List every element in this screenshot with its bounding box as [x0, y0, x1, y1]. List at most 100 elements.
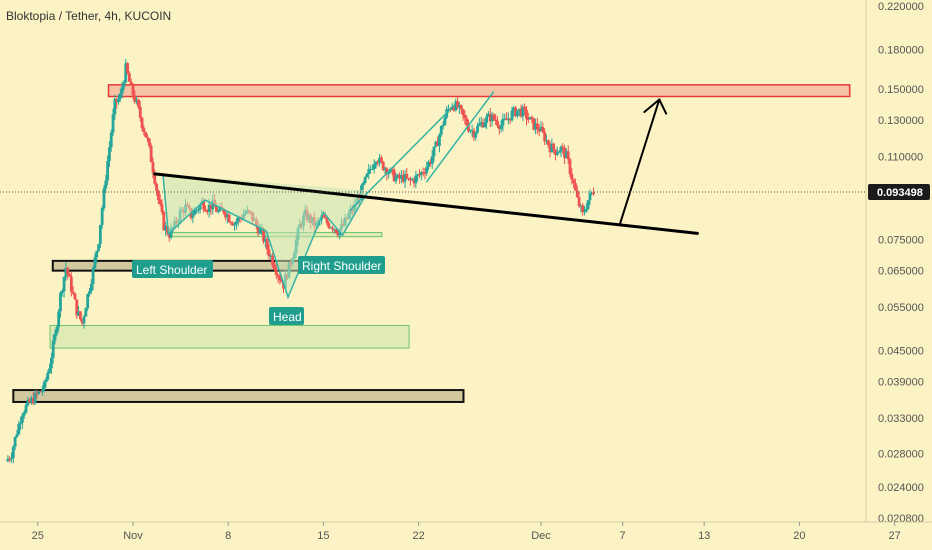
- candle-body-up: [550, 143, 554, 153]
- candle-body-down: [127, 73, 131, 82]
- candle-body-down: [267, 249, 271, 257]
- price-tick-label: 0.180000: [878, 45, 924, 57]
- candle-body-down: [146, 137, 149, 139]
- candle-body-down: [224, 212, 227, 218]
- candle-body-up: [64, 267, 68, 277]
- candle-body-down: [262, 228, 265, 242]
- current-price-label: [868, 184, 930, 200]
- candle-body-up: [403, 173, 407, 182]
- candle-body-up: [84, 308, 88, 317]
- rising-trendline: [349, 103, 457, 211]
- candle-body-down: [69, 276, 73, 292]
- candle-body-up: [534, 123, 537, 130]
- candle-body-down: [456, 101, 459, 108]
- right-shoulder-label-bg: [298, 256, 385, 274]
- candle-body-up: [427, 161, 430, 167]
- time-axis[interactable]: [0, 522, 866, 550]
- candle-body-down: [492, 114, 496, 120]
- price-axis-ticks: 0.220000 0.180000 0.150000 0.130000 0.110000…: [878, 1, 924, 525]
- candle-body-up: [458, 105, 461, 108]
- candle-body-down: [407, 178, 411, 180]
- candle-body-up: [416, 174, 420, 176]
- candle-body-down: [572, 179, 576, 184]
- candle-body-down: [153, 172, 157, 184]
- time-tick-label: 13: [698, 530, 710, 542]
- candle-body-up: [447, 108, 450, 110]
- candle-body-down: [331, 227, 334, 230]
- candle-body-up: [263, 239, 267, 242]
- candle-body-up: [86, 294, 90, 309]
- price-tick-label: 0.065000: [878, 266, 924, 278]
- candle-body-up: [91, 268, 95, 284]
- candle-body-up: [48, 368, 51, 373]
- candle-body-down: [75, 299, 79, 316]
- target-arrow-head-right: [658, 98, 668, 115]
- candle-body-up: [258, 228, 262, 234]
- resistance-zone: [107, 84, 851, 98]
- candle-body-up: [443, 117, 447, 126]
- candle-body-up: [59, 292, 62, 312]
- candle-body-down: [535, 123, 539, 130]
- candle-body-up: [374, 161, 378, 165]
- candle-body-down: [256, 225, 260, 234]
- candle-body-down: [140, 117, 144, 129]
- candle-body-up: [118, 93, 122, 99]
- candle-body-down: [129, 81, 133, 85]
- candle-body-up: [383, 168, 387, 170]
- candle-body-down: [436, 141, 440, 146]
- candle-body-up: [95, 250, 99, 258]
- price-tick-label: 0.033000: [878, 413, 924, 425]
- candle-body-down: [390, 168, 394, 170]
- candle-body-up: [396, 174, 400, 178]
- price-axis[interactable]: [866, 0, 932, 522]
- candle-body-down: [336, 232, 340, 236]
- candle-body-up: [367, 169, 371, 174]
- support-zone-lower: [12, 389, 465, 403]
- candle-body-up: [425, 166, 429, 174]
- candle-body-up: [454, 101, 458, 111]
- candle-body-up: [477, 123, 481, 126]
- candle-body-down: [323, 217, 327, 219]
- time-tick-label: 22: [412, 530, 424, 542]
- candle-body-down: [519, 108, 523, 117]
- candle-body-down: [271, 255, 275, 266]
- candle-body-down: [472, 130, 476, 138]
- candle-body-down: [274, 269, 278, 276]
- left-shoulder-label-bg: [132, 260, 213, 278]
- candle-body-down: [144, 132, 148, 138]
- candle-body-up: [97, 244, 100, 251]
- candle-body-up: [588, 193, 592, 201]
- candle-body-up: [13, 436, 17, 447]
- candle-body-up: [106, 161, 110, 181]
- candle-body-up: [17, 423, 21, 435]
- candle-body-down: [497, 125, 501, 129]
- target-arrow-head-left: [643, 98, 661, 114]
- candle-body-down: [133, 95, 137, 102]
- candle-body-up: [62, 276, 66, 292]
- time-tick-label: 27: [888, 530, 900, 542]
- candle-body-down: [526, 119, 530, 121]
- candle-body-up: [512, 107, 516, 111]
- candle-body-up: [113, 98, 117, 115]
- candle-body-up: [124, 63, 128, 83]
- candle-body-down: [488, 113, 492, 122]
- candle-body-down: [505, 118, 508, 121]
- time-tick-label: Nov: [123, 530, 143, 542]
- candle-body-down: [160, 204, 164, 212]
- candle-body-down: [202, 200, 206, 210]
- time-tick-label: 8: [225, 530, 231, 542]
- candle-body-down: [561, 146, 565, 148]
- candle-body-down: [71, 291, 75, 294]
- candle-body-up: [584, 208, 588, 212]
- candle-body-down: [523, 106, 527, 110]
- candle-body-up: [234, 221, 238, 224]
- time-tick-label: 15: [317, 530, 329, 542]
- candle-body-down: [508, 118, 512, 121]
- candle-body-up: [102, 188, 106, 209]
- candle-body-down: [265, 239, 269, 250]
- candle-body-up: [55, 327, 59, 334]
- candle-body-up: [93, 257, 97, 269]
- candle-body-down: [273, 265, 276, 270]
- candle-body-up: [207, 204, 211, 212]
